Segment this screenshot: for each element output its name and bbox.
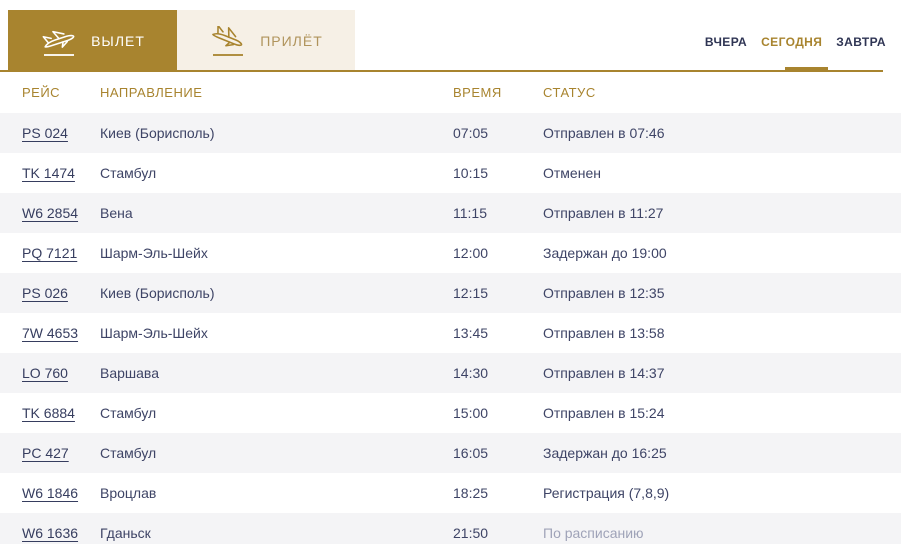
table-row: TK 1474 Стамбул 10:15 Отменен xyxy=(0,153,901,193)
plane-takeoff-icon xyxy=(40,26,78,56)
destination-cell: Киев (Борисполь) xyxy=(100,285,215,301)
status-cell: Отправлен в 13:58 xyxy=(543,325,665,341)
column-header-time: ВРЕМЯ xyxy=(453,85,502,100)
tab-departures[interactable]: ВЫЛЕТ xyxy=(8,10,177,72)
flight-link[interactable]: W6 1636 xyxy=(22,525,79,541)
status-cell: Отправлен в 07:46 xyxy=(543,125,665,141)
time-cell: 21:50 xyxy=(453,525,489,541)
time-cell: 15:00 xyxy=(453,405,489,421)
table-row: TK 6884 Стамбул 15:00 Отправлен в 15:24 xyxy=(0,393,901,433)
time-cell: 12:15 xyxy=(453,285,489,301)
flight-link[interactable]: PS 026 xyxy=(22,285,68,301)
flight-link[interactable]: TK 1474 xyxy=(22,165,75,181)
tab-departures-label: ВЫЛЕТ xyxy=(91,33,145,49)
day-tab-yesterday[interactable]: ВЧЕРА xyxy=(704,35,748,49)
flight-link[interactable]: PQ 7121 xyxy=(22,245,78,261)
flight-link[interactable]: PC 427 xyxy=(22,445,69,461)
icon-underline xyxy=(44,54,75,56)
flight-link[interactable]: TK 6884 xyxy=(22,405,75,421)
time-cell: 16:05 xyxy=(453,445,489,461)
column-header-status: СТАТУС xyxy=(543,85,596,100)
destination-cell: Вроцлав xyxy=(100,485,157,501)
status-cell: Задержан до 19:00 xyxy=(543,245,667,261)
destination-cell: Шарм-Эль-Шейх xyxy=(100,245,208,261)
status-cell: Отправлен в 12:35 xyxy=(543,285,665,301)
destination-cell: Стамбул xyxy=(100,445,157,461)
day-tab-today[interactable]: СЕГОДНЯ xyxy=(761,35,823,49)
table-row: PC 427 Стамбул 16:05 Задержан до 16:25 xyxy=(0,433,901,473)
plane-landing-icon xyxy=(209,26,247,56)
column-header-flight: РЕЙС xyxy=(22,85,61,100)
status-cell: Отправлен в 14:37 xyxy=(543,365,665,381)
table-row: PS 026 Киев (Борисполь) 12:15 Отправлен … xyxy=(0,273,901,313)
table-body: PS 024 Киев (Борисполь) 07:05 Отправлен … xyxy=(0,113,901,544)
day-switcher: ВЧЕРА СЕГОДНЯ ЗАВТРА xyxy=(705,14,886,70)
status-cell: Отправлен в 15:24 xyxy=(543,405,665,421)
flight-link[interactable]: PS 024 xyxy=(22,125,68,141)
table-row: W6 2854 Вена 11:15 Отправлен в 11:27 xyxy=(0,193,901,233)
flight-link[interactable]: 7W 4653 xyxy=(22,325,79,341)
destination-cell: Киев (Борисполь) xyxy=(100,125,215,141)
time-cell: 11:15 xyxy=(453,205,487,221)
time-cell: 12:00 xyxy=(453,245,489,261)
status-cell: Регистрация (7,8,9) xyxy=(543,485,670,501)
table-row: 7W 4653 Шарм-Эль-Шейх 13:45 Отправлен в … xyxy=(0,313,901,353)
destination-cell: Стамбул xyxy=(100,165,157,181)
destination-cell: Вена xyxy=(100,205,133,221)
column-header-destination: НАПРАВЛЕНИЕ xyxy=(100,85,203,100)
table-row: PQ 7121 Шарм-Эль-Шейх 12:00 Задержан до … xyxy=(0,233,901,273)
table-row: W6 1636 Гданьск 21:50 По расписанию xyxy=(0,513,901,544)
today-active-indicator xyxy=(785,67,828,72)
time-cell: 14:30 xyxy=(453,365,489,381)
time-cell: 18:25 xyxy=(453,485,489,501)
tab-arrivals-label: ПРИЛЁТ xyxy=(260,33,323,49)
table-row: LO 760 Варшава 14:30 Отправлен в 14:37 xyxy=(0,353,901,393)
tab-arrivals[interactable]: ПРИЛЁТ xyxy=(177,10,355,72)
status-cell: По расписанию xyxy=(543,525,644,541)
icon-underline xyxy=(213,54,244,56)
direction-tabs: ВЫЛЕТ ПРИЛЁТ xyxy=(8,10,355,72)
status-cell: Задержан до 16:25 xyxy=(543,445,667,461)
table-header: РЕЙС НАПРАВЛЕНИЕ ВРЕМЯ СТАТУС xyxy=(0,72,901,113)
time-cell: 10:15 xyxy=(453,165,489,181)
day-tab-tomorrow[interactable]: ЗАВТРА xyxy=(836,35,886,49)
header-divider xyxy=(0,70,883,72)
status-cell: Отменен xyxy=(543,165,601,181)
status-cell: Отправлен в 11:27 xyxy=(543,205,664,221)
table-row: PS 024 Киев (Борисполь) 07:05 Отправлен … xyxy=(0,113,901,153)
flight-link[interactable]: W6 1846 xyxy=(22,485,79,501)
time-cell: 13:45 xyxy=(453,325,489,341)
destination-cell: Гданьск xyxy=(100,525,151,541)
flight-link[interactable]: LO 760 xyxy=(22,365,68,381)
time-cell: 07:05 xyxy=(453,125,489,141)
destination-cell: Шарм-Эль-Шейх xyxy=(100,325,208,341)
flight-link[interactable]: W6 2854 xyxy=(22,205,79,221)
destination-cell: Варшава xyxy=(100,365,159,381)
destination-cell: Стамбул xyxy=(100,405,157,421)
table-row: W6 1846 Вроцлав 18:25 Регистрация (7,8,9… xyxy=(0,473,901,513)
